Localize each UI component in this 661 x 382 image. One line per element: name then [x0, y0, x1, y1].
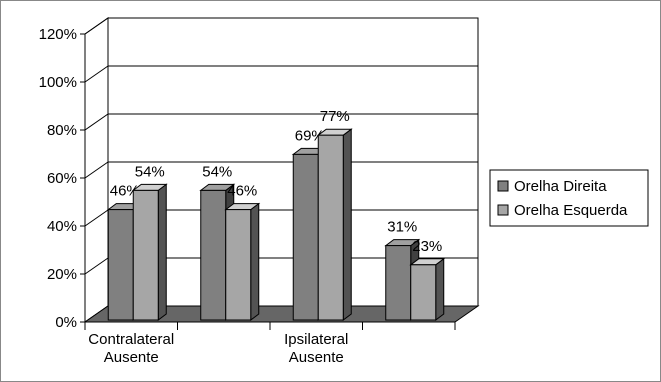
floor: [83, 305, 480, 323]
value-label: 54%: [202, 163, 232, 180]
y-tick-label: 0%: [55, 314, 77, 331]
value-label: 77%: [320, 108, 350, 125]
grid-line-side: [84, 113, 109, 131]
bar: [107, 209, 134, 321]
bar-side: [435, 257, 445, 321]
grid-line-side: [84, 209, 109, 227]
grid-line-side: [84, 257, 109, 275]
y-tick-label: 120%: [39, 26, 77, 43]
legend-swatch: [497, 180, 509, 192]
grid-line-side: [84, 65, 109, 83]
bar-side: [157, 183, 167, 321]
x-tick-label: Contralateral Ausente: [88, 331, 175, 366]
legend-box: [489, 169, 649, 227]
bar: [410, 264, 437, 321]
value-label: 46%: [227, 183, 257, 200]
y-tick-label: 20%: [47, 266, 77, 283]
bar-side: [342, 128, 352, 321]
grid-line-side: [84, 17, 109, 35]
legend-swatch: [497, 204, 509, 216]
bar: [385, 245, 412, 321]
bar: [200, 189, 227, 321]
value-label: 54%: [135, 163, 165, 180]
legend-label: Orelha Esquerda: [514, 202, 628, 219]
y-tick-label: 40%: [47, 218, 77, 235]
legend-label: Orelha Direita: [514, 178, 607, 195]
y-tick-label: 60%: [47, 170, 77, 187]
x-tick-label: Ipsilateral Ausente: [284, 331, 349, 366]
value-label: 69%: [295, 127, 325, 144]
bar-side: [250, 202, 260, 321]
value-label: 31%: [387, 219, 417, 236]
bar: [132, 189, 159, 321]
bar: [292, 153, 319, 321]
bar: [317, 134, 344, 321]
value-label: 46%: [110, 183, 140, 200]
y-tick-label: 100%: [39, 74, 77, 91]
grid-line-side: [84, 161, 109, 179]
bar: [225, 209, 252, 321]
y-tick-label: 80%: [47, 122, 77, 139]
value-label: 23%: [412, 238, 442, 255]
